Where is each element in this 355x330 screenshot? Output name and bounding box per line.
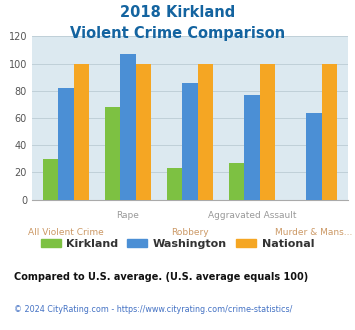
Text: 2018 Kirkland: 2018 Kirkland xyxy=(120,5,235,20)
Text: Violent Crime Comparison: Violent Crime Comparison xyxy=(70,26,285,41)
Text: Aggravated Assault: Aggravated Assault xyxy=(208,211,296,220)
Bar xyxy=(198,64,213,200)
Legend: Kirkland, Washington, National: Kirkland, Washington, National xyxy=(37,235,318,253)
Bar xyxy=(322,64,337,200)
Bar xyxy=(167,168,182,200)
Bar xyxy=(74,64,89,200)
Text: Compared to U.S. average. (U.S. average equals 100): Compared to U.S. average. (U.S. average … xyxy=(14,272,308,282)
Bar xyxy=(182,82,198,200)
Bar xyxy=(306,113,322,200)
Text: Rape: Rape xyxy=(116,211,140,220)
Bar xyxy=(244,95,260,200)
Bar xyxy=(229,163,244,200)
Text: All Violent Crime: All Violent Crime xyxy=(28,228,104,237)
Bar xyxy=(105,107,120,200)
Text: Robbery: Robbery xyxy=(171,228,209,237)
Text: © 2024 CityRating.com - https://www.cityrating.com/crime-statistics/: © 2024 CityRating.com - https://www.city… xyxy=(14,305,293,314)
Text: Murder & Mans...: Murder & Mans... xyxy=(275,228,353,237)
Bar xyxy=(136,64,151,200)
Bar xyxy=(120,54,136,200)
Bar xyxy=(260,64,275,200)
Bar xyxy=(58,88,74,200)
Bar xyxy=(43,159,58,200)
